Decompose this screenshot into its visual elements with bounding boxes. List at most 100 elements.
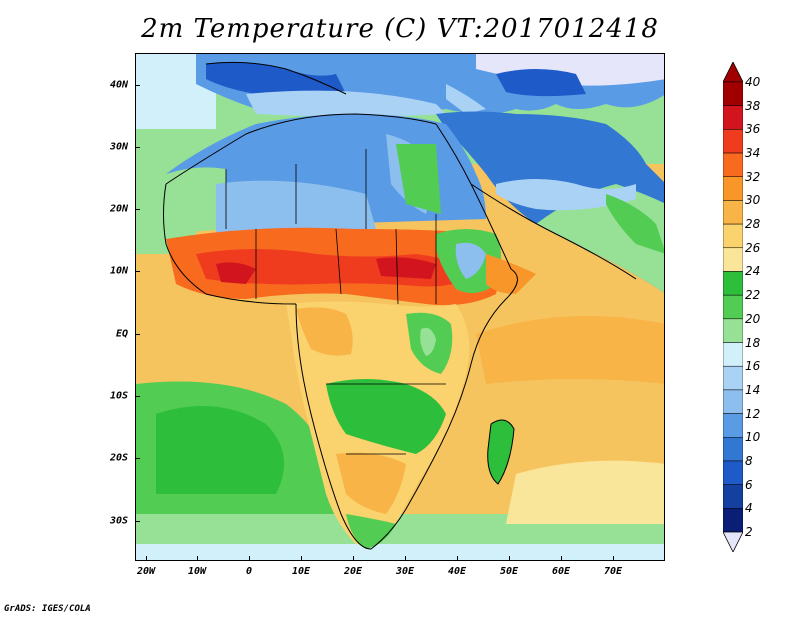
arabia-coastline bbox=[470, 183, 637, 280]
lat-tick bbox=[135, 521, 140, 522]
colorbar-level-label: 14 bbox=[745, 382, 761, 397]
lon-tick bbox=[249, 556, 250, 561]
colorbar-swatch bbox=[723, 413, 743, 438]
arabia-central bbox=[496, 179, 636, 211]
lon-label: 0 bbox=[245, 566, 253, 577]
botswana-warm bbox=[336, 452, 406, 514]
madagascar bbox=[487, 420, 514, 484]
lat-label: EQ bbox=[115, 328, 128, 340]
colorbar-level-label: 32 bbox=[745, 169, 761, 184]
lon-tick bbox=[509, 556, 510, 561]
colorbar-level-label: 26 bbox=[745, 240, 761, 255]
lat-label: 20N bbox=[109, 203, 128, 215]
indian-ocean-light bbox=[506, 460, 664, 524]
colorbar-level-label: 40 bbox=[745, 75, 761, 89]
colorbar-swatch bbox=[723, 389, 743, 414]
lon-label: 10E bbox=[291, 566, 311, 577]
lat-tick bbox=[135, 334, 140, 335]
colorbar-swatch bbox=[723, 129, 743, 154]
colorbar-level-label: 4 bbox=[745, 501, 753, 516]
lat-label: 20S bbox=[109, 452, 128, 464]
lon-label: 20W bbox=[136, 566, 156, 577]
colorbar-swatch bbox=[723, 460, 743, 485]
lat-label: 30N bbox=[109, 141, 128, 153]
colorbar-level-label: 2 bbox=[745, 525, 753, 539]
west-sahara bbox=[166, 167, 226, 234]
colorbar-swatch bbox=[723, 247, 743, 272]
lat-label: 40N bbox=[109, 79, 128, 91]
colorbar-level-label: 16 bbox=[745, 359, 761, 374]
colorbar-level-label: 38 bbox=[745, 98, 761, 113]
colorbar-swatch bbox=[723, 176, 743, 201]
lon-label: 20E bbox=[343, 566, 363, 577]
lon-tick bbox=[405, 556, 406, 561]
lon-label: 10W bbox=[187, 566, 207, 577]
ethiopian-peaks bbox=[455, 242, 486, 279]
colorbar-level-label: 10 bbox=[745, 430, 761, 445]
lat-tick bbox=[135, 147, 140, 148]
colorbar-level-label: 18 bbox=[745, 335, 761, 350]
indian-ocean-warm bbox=[476, 316, 664, 384]
colorbar-under-triangle bbox=[723, 531, 743, 552]
colorbar-level-label: 8 bbox=[745, 453, 753, 468]
colorbar-swatch bbox=[723, 105, 743, 130]
lon-tick bbox=[613, 556, 614, 561]
colorbar-level-label: 12 bbox=[745, 406, 761, 421]
lon-tick bbox=[197, 556, 198, 561]
iberia-cold bbox=[206, 62, 346, 97]
somalia-warm bbox=[486, 254, 536, 294]
grads-credit: GrADS: IGES/COLA bbox=[4, 604, 91, 614]
lon-tick bbox=[457, 556, 458, 561]
turkey-cold bbox=[496, 69, 586, 97]
colorbar-swatch bbox=[723, 342, 743, 367]
southern-africa-coastline bbox=[295, 268, 518, 550]
lat-tick bbox=[135, 396, 140, 397]
colorbar-swatch bbox=[723, 223, 743, 249]
map-title: 2m Temperature (C) VT:2017012418 bbox=[141, 14, 659, 44]
lat-tick bbox=[135, 458, 140, 459]
lon-tick bbox=[301, 556, 302, 561]
madagascar-coastline bbox=[487, 419, 515, 485]
lat-tick bbox=[135, 209, 140, 210]
colorbar-swatch bbox=[723, 271, 743, 296]
oman-green bbox=[606, 194, 664, 254]
west-africa-coastline bbox=[163, 183, 297, 305]
map-canvas bbox=[136, 54, 664, 560]
colorbar-swatch bbox=[723, 484, 743, 509]
colorbar-level-label: 34 bbox=[745, 146, 761, 161]
colorbar-level-label: 28 bbox=[745, 217, 761, 232]
nile-valley bbox=[396, 144, 441, 214]
zambia-green bbox=[326, 379, 446, 454]
colorbar-over-triangle bbox=[723, 62, 743, 83]
congo-basin-west bbox=[296, 307, 353, 356]
lon-label: 60E bbox=[551, 566, 571, 577]
lat-label: 10S bbox=[109, 390, 128, 402]
temperature-map bbox=[135, 53, 665, 561]
lon-label: 30E bbox=[395, 566, 415, 577]
southern-ocean-cool bbox=[136, 544, 664, 560]
colorbar-level-label: 22 bbox=[745, 288, 761, 303]
north-africa-coastline bbox=[165, 113, 437, 185]
central-sahel-hotspot bbox=[376, 257, 436, 279]
colorbar-swatch bbox=[723, 294, 743, 320]
colorbar-swatch bbox=[723, 437, 743, 462]
lat-label: 10N bbox=[109, 265, 128, 277]
colorbar bbox=[723, 62, 743, 552]
colorbar-swatch bbox=[723, 81, 743, 106]
mediterranean-sea bbox=[246, 90, 446, 117]
lat-tick bbox=[135, 85, 140, 86]
colorbar-swatch bbox=[723, 152, 743, 177]
colorbar-level-label: 36 bbox=[745, 122, 761, 137]
lon-label: 40E bbox=[447, 566, 467, 577]
lon-tick bbox=[353, 556, 354, 561]
colorbar-level-label: 30 bbox=[745, 193, 761, 208]
colorbar-swatch bbox=[723, 318, 743, 343]
iberia-coastline bbox=[205, 61, 347, 95]
west-africa-hotspot bbox=[216, 262, 256, 284]
great-lakes-cool bbox=[420, 327, 436, 356]
colorbar-level-label: 6 bbox=[745, 477, 753, 492]
mediterranean-east bbox=[446, 84, 486, 114]
lon-tick bbox=[561, 556, 562, 561]
south-atlantic-dark-green bbox=[156, 406, 284, 494]
colorbar-level-label: 24 bbox=[745, 264, 761, 279]
